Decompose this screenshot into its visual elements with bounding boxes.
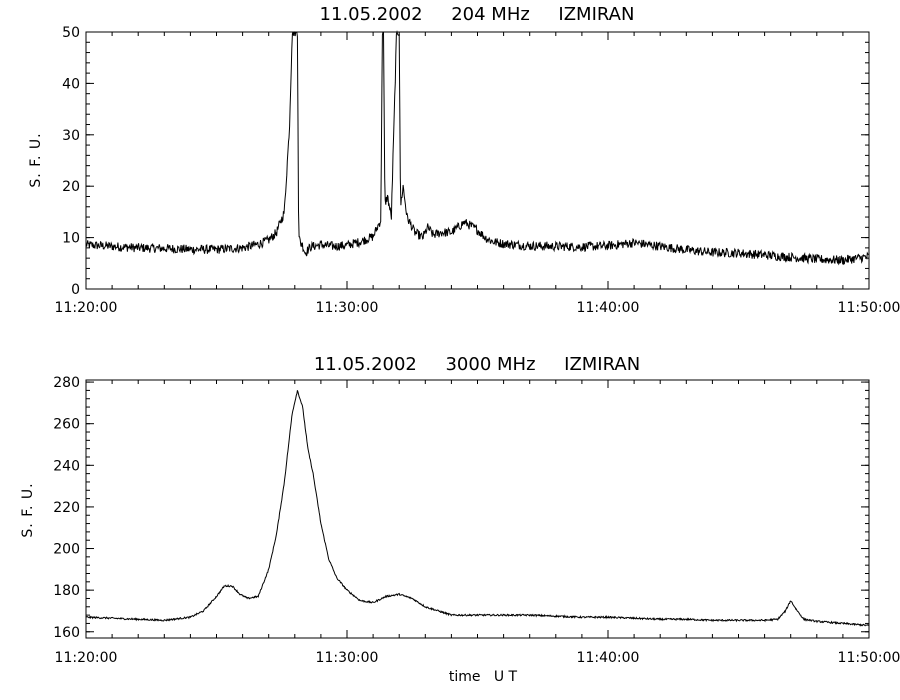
series-line-204mhz <box>85 30 870 266</box>
x-tick-label-0-2: 11:40:00 <box>577 300 640 316</box>
y-tick-label-1-6: 280 <box>53 375 80 391</box>
y-tick-label-0-1: 10 <box>62 231 80 247</box>
y-tick-label-0-4: 40 <box>62 76 80 92</box>
y-tick-label-0-5: 50 <box>62 25 80 41</box>
y-tick-label-1-1: 180 <box>53 583 80 599</box>
chart-panel-3000mhz: 11.05.2002 3000 MHz IZMIRAN S. F. U. 160… <box>20 354 900 685</box>
tick-marks-204mhz <box>85 31 870 290</box>
chart-title-204mhz: 11.05.2002 204 MHz IZMIRAN <box>320 4 635 25</box>
y-tick-label-0-3: 30 <box>62 128 80 144</box>
y-tick-labels-3000mhz: 160 180 200 220 240 260 280 <box>53 375 80 641</box>
y-tick-label-0-0: 0 <box>71 282 80 298</box>
y-tick-label-0-2: 20 <box>62 179 80 195</box>
y-tick-label-1-5: 260 <box>53 417 80 433</box>
x-tick-labels-3000mhz: 11:20:00 11:30:00 11:40:00 11:50:00 <box>55 650 900 666</box>
y-axis-label-3000mhz: S. F. U. <box>20 482 36 537</box>
x-tick-label-0-1: 11:30:00 <box>316 300 379 316</box>
plot-frame-3000mhz <box>85 379 870 639</box>
x-tick-label-1-2: 11:40:00 <box>577 650 640 666</box>
y-tick-label-1-3: 220 <box>53 500 80 516</box>
x-axis-label-time: time U T <box>449 669 518 685</box>
y-tick-labels-204mhz: 0 10 20 30 40 50 <box>62 25 80 298</box>
y-axis-label-204mhz: S. F. U. <box>28 132 44 187</box>
x-tick-label-1-0: 11:20:00 <box>55 650 118 666</box>
x-tick-labels-204mhz: 11:20:00 11:30:00 11:40:00 11:50:00 <box>55 300 900 316</box>
x-tick-label-0-0: 11:20:00 <box>55 300 118 316</box>
chart-title-3000mhz: 11.05.2002 3000 MHz IZMIRAN <box>314 354 640 375</box>
series-line-3000mhz <box>85 390 870 627</box>
x-tick-label-0-3: 11:50:00 <box>838 300 900 316</box>
x-tick-label-1-3: 11:50:00 <box>838 650 900 666</box>
tick-marks-3000mhz <box>85 380 870 638</box>
x-tick-label-1-1: 11:30:00 <box>316 650 379 666</box>
y-tick-label-1-2: 200 <box>53 542 80 558</box>
y-tick-label-1-4: 240 <box>53 458 80 474</box>
chart-panel-204mhz: 11.05.2002 204 MHz IZMIRAN S. F. U. 0 10 2… <box>28 4 900 316</box>
y-tick-label-1-0: 160 <box>53 625 80 641</box>
